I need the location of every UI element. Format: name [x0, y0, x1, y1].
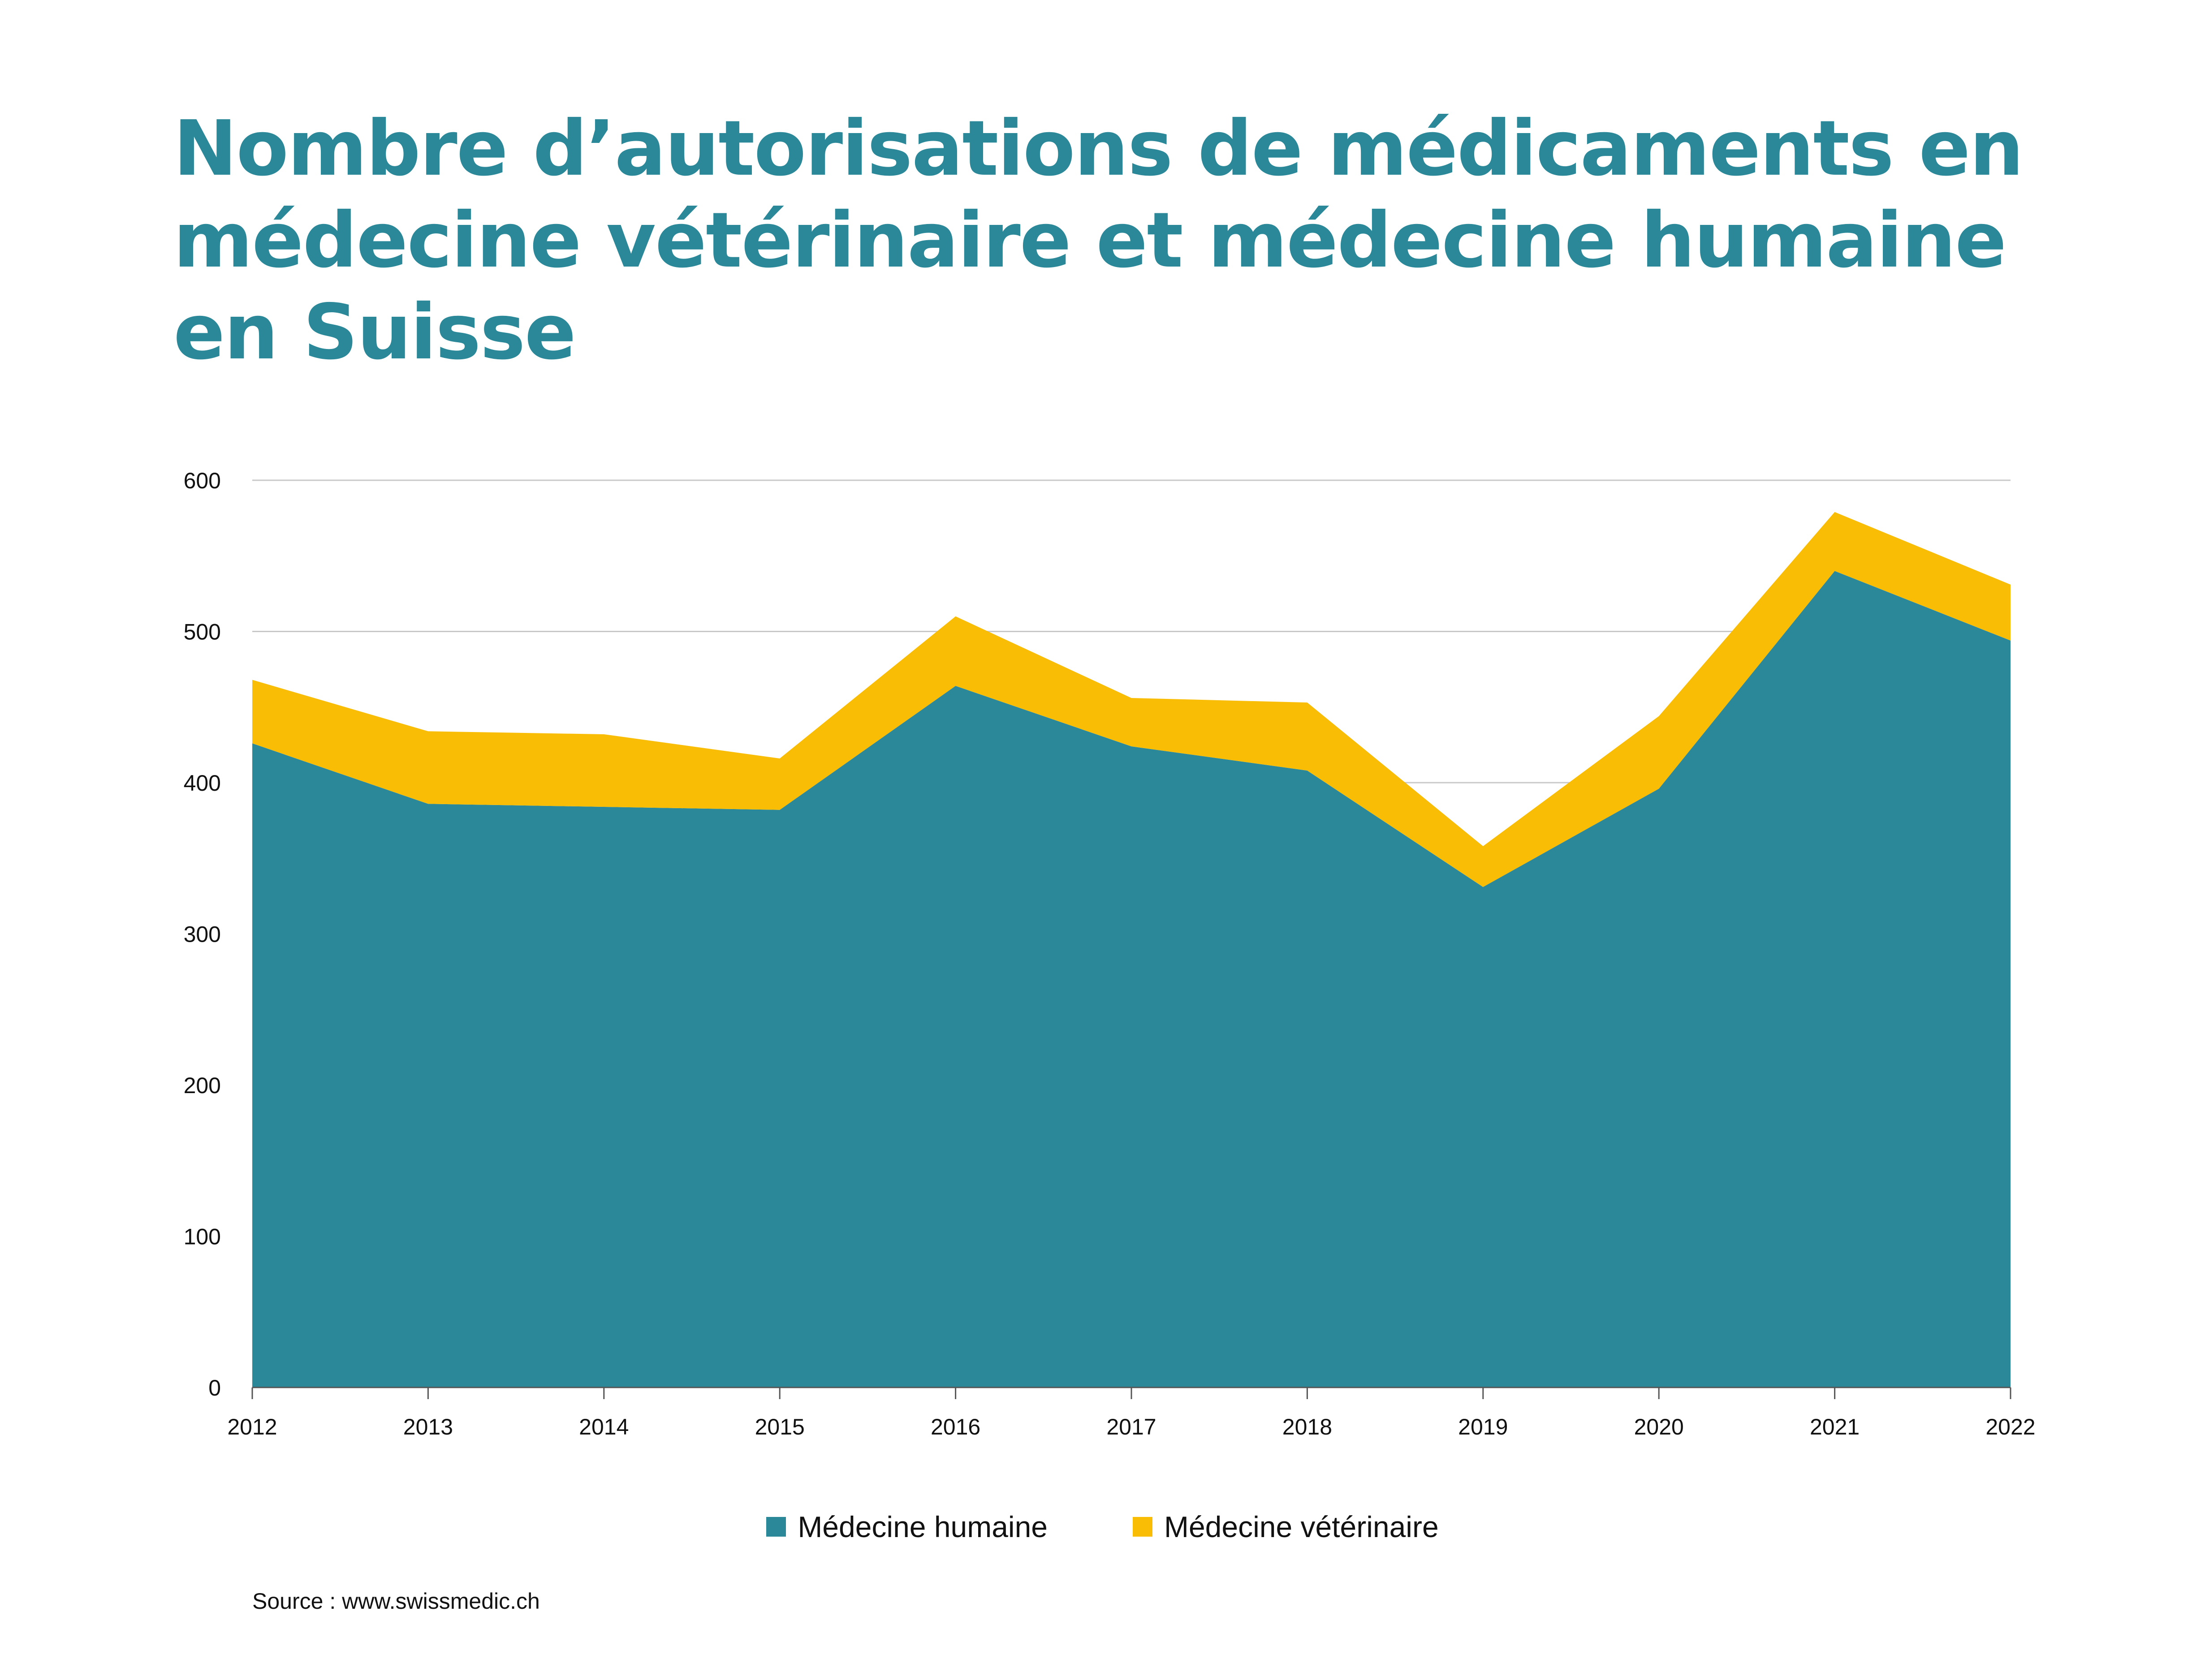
x-tick-label: 2022 — [1985, 1414, 2035, 1439]
legend-label-medecine-humaine: Médecine humaine — [798, 1510, 1048, 1543]
area-medecine-humaine — [252, 571, 2011, 1387]
area-series — [252, 512, 2011, 1387]
y-tick-label: 300 — [184, 922, 221, 947]
x-tick-label: 2015 — [755, 1414, 805, 1439]
x-tick-label: 2017 — [1106, 1414, 1156, 1439]
y-tick-label: 400 — [184, 771, 221, 796]
x-tick-label: 2021 — [1810, 1414, 1860, 1439]
x-tick-label: 2016 — [931, 1414, 980, 1439]
chart-title: Nombre d’autorisations de médicaments en… — [173, 104, 2024, 377]
x-tick-label: 2019 — [1458, 1414, 1508, 1439]
x-tick-label: 2020 — [1634, 1414, 1684, 1439]
x-tick-label: 2018 — [1282, 1414, 1332, 1439]
legend-swatch-medecine-humaine — [766, 1517, 786, 1537]
y-tick-label: 600 — [184, 468, 221, 493]
x-tick-label: 2014 — [579, 1414, 629, 1439]
y-tick-label: 100 — [184, 1224, 221, 1249]
legend-item-medecine-humaine[interactable]: Médecine humaine — [766, 1510, 1048, 1544]
source-note: Source : www.swissmedic.ch — [252, 1589, 540, 1614]
legend-item-medecine-veterinaire[interactable]: Médecine vétérinaire — [1133, 1510, 1439, 1544]
y-tick-label: 0 — [208, 1375, 221, 1400]
y-axis-ticks: 0 100 200 300 400 500 600 — [184, 468, 221, 1400]
area-medecine-veterinaire — [252, 512, 2011, 887]
legend-swatch-medecine-veterinaire — [1133, 1517, 1152, 1537]
x-axis-ticks: 2012 2013 2014 2015 2016 2017 2018 2019 2020 2021… — [227, 1387, 2036, 1439]
legend-label-medecine-veterinaire: Médecine vétérinaire — [1164, 1510, 1439, 1543]
y-tick-label: 500 — [184, 620, 221, 645]
legend: Médecine humaine Médecine vétérinaire — [0, 1510, 2205, 1544]
x-tick-label: 2013 — [403, 1414, 453, 1439]
x-tick-label: 2012 — [227, 1414, 277, 1439]
y-tick-label: 200 — [184, 1073, 221, 1098]
